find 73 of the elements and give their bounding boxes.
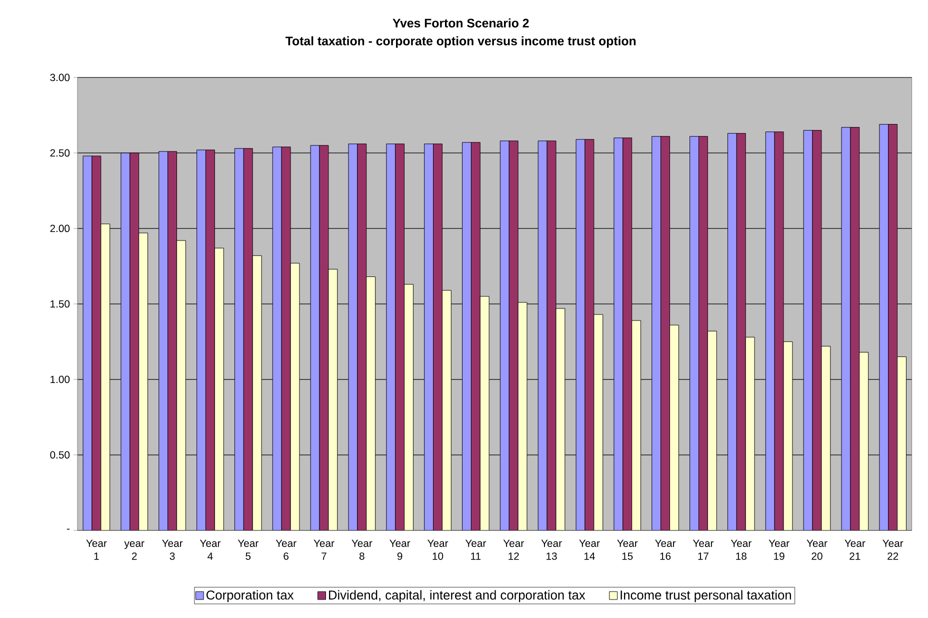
bar: [698, 136, 708, 530]
bar: [433, 144, 442, 530]
bar: [888, 124, 898, 530]
bar: [500, 140, 510, 530]
bar: [214, 248, 224, 530]
bar: [727, 133, 737, 530]
x-tick-label: Year 6: [276, 540, 296, 560]
x-tick-label: Year 21: [844, 540, 866, 560]
x-tick-label: Year 16: [655, 540, 676, 560]
bar: [690, 136, 699, 530]
bar: [660, 136, 670, 530]
x-tick-label: Year 20: [806, 540, 828, 560]
x-tick-label: Year 14: [579, 540, 600, 560]
bar: [234, 148, 244, 530]
bar: [707, 330, 717, 530]
bar: [622, 138, 632, 530]
y-tick-label: 2.50: [50, 149, 70, 157]
bar: [736, 133, 746, 530]
bar: [130, 152, 140, 530]
bar: [272, 146, 282, 530]
x-tick-label: Year 8: [352, 540, 372, 560]
x-tick-label: Year 9: [390, 540, 410, 560]
bar: [205, 150, 215, 530]
bar: [879, 124, 889, 530]
bar: [395, 144, 405, 530]
y-tick-label: 1.00: [50, 376, 70, 384]
bar: [138, 232, 148, 530]
x-tick-label: Year 3: [162, 540, 183, 560]
legend-label: Income trust personal taxation: [620, 590, 791, 602]
y-tick-label: 3.00: [50, 74, 70, 82]
x-tick-label: Year 13: [541, 540, 562, 560]
bar: [366, 276, 376, 530]
x-tick-label: year 2: [124, 541, 144, 560]
x-tick-label: Year 17: [692, 540, 714, 560]
bar: [897, 356, 906, 530]
bar: [168, 151, 178, 530]
bar: [442, 290, 452, 530]
y-tick-label: 1.50: [50, 300, 70, 308]
x-tick-label: Year 11: [465, 540, 486, 560]
x-tick-label: Year 7: [314, 540, 334, 560]
bar: [424, 144, 434, 530]
bar: [386, 144, 396, 530]
chart-subtitle: Total taxation - corporate option versus income trust option: [286, 36, 636, 48]
bar: [176, 240, 186, 530]
legend-label: Corporation tax: [206, 590, 294, 602]
bar: [158, 151, 168, 530]
bar: [196, 150, 206, 530]
bar: [670, 324, 679, 530]
bar: [404, 284, 414, 530]
x-tick-label: Year 12: [503, 540, 524, 560]
x-tick-label: Year 4: [200, 540, 221, 560]
x-tick-label: Year 15: [617, 540, 638, 560]
y-tick-label: 0.50: [50, 451, 70, 459]
bar: [859, 352, 869, 530]
bar: [765, 132, 775, 530]
bar: [470, 142, 480, 530]
bar: [462, 142, 472, 530]
chart-title: Yves Forton Scenario 2: [392, 18, 529, 28]
bar: [100, 224, 110, 530]
y-tick-label: -: [67, 528, 70, 530]
legend-label: Dividend, capital, interest and corporation tax: [329, 590, 586, 602]
x-tick-label: Year 5: [238, 540, 258, 560]
bar: [632, 320, 642, 530]
y-tick-label: 2.00: [50, 224, 70, 232]
x-tick-label: Year 18: [730, 540, 752, 560]
bar: [243, 148, 253, 530]
x-tick-label: Year 10: [427, 540, 448, 560]
bar: [652, 136, 662, 530]
x-tick-label: Year 1: [86, 540, 107, 560]
bar: [480, 296, 490, 530]
bar: [594, 314, 604, 530]
x-tick-label: Year 22: [882, 540, 904, 560]
x-tick-label: Year 19: [768, 540, 790, 560]
